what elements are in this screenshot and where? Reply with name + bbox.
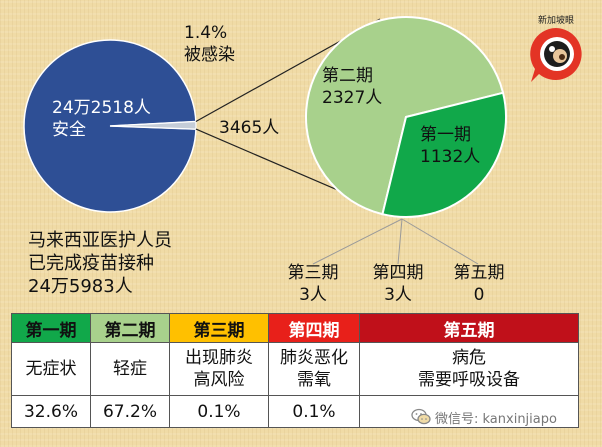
percent-stage5 bbox=[359, 395, 579, 428]
pie-slice-infected bbox=[109, 120, 197, 130]
stage4-name: 第四期 bbox=[372, 263, 424, 283]
leader-stage5 bbox=[401, 218, 479, 265]
leader-stage4 bbox=[397, 218, 403, 265]
percent-stage2: 67.2% bbox=[90, 395, 170, 428]
caption-line-3: 24万5983人 bbox=[28, 276, 133, 297]
header-stage5: 第五期 bbox=[359, 313, 579, 343]
wechat-watermark: 微信号: kanxinjiapo bbox=[411, 406, 557, 428]
symptom-stage4: 肺炎恶化 需氧 bbox=[268, 342, 360, 396]
stage1-count: 1132人 bbox=[420, 147, 481, 167]
stage1-name: 第一期 bbox=[420, 125, 471, 145]
symptom-stage3: 出现肺炎 高风险 bbox=[169, 342, 269, 396]
stage5-count: 0 bbox=[473, 285, 485, 305]
pie-slice-stage1 bbox=[381, 91, 507, 218]
stage4-slice-label: 第四期 3人 bbox=[368, 262, 428, 306]
table-symptom-row: 无症状 轻症 出现肺炎 高风险 肺炎恶化 需氧 病危 需要呼吸设备 bbox=[11, 342, 579, 396]
safe-slice-label: 24万2518人 安全 bbox=[52, 97, 151, 141]
left-pie-chart bbox=[23, 39, 197, 213]
header-stage3: 第三期 bbox=[169, 313, 269, 343]
stage3-name: 第三期 bbox=[287, 263, 339, 283]
table-header-row: 第一期 第二期 第三期 第四期 第五期 bbox=[11, 313, 579, 343]
logo-text: 新加坡眼 bbox=[538, 14, 574, 26]
infected-percent-label: 1.4% 被感染 bbox=[184, 22, 235, 66]
safe-count: 24万2518人 bbox=[52, 98, 151, 118]
symptom-stage1: 无症状 bbox=[11, 342, 91, 396]
infected-slice-label: 3465人 bbox=[219, 118, 280, 138]
small-slice-leaders bbox=[312, 218, 479, 265]
right-pie-chart bbox=[305, 16, 507, 218]
symptom-stage5: 病危 需要呼吸设备 bbox=[359, 342, 579, 396]
caption-line-2: 已完成疫苗接种 bbox=[28, 253, 154, 274]
stage-table: 第一期 第二期 第三期 第四期 第五期 无症状 轻症 出现肺炎 高风险 肺炎恶化需… bbox=[11, 313, 579, 428]
pie-slice-stage2 bbox=[305, 16, 505, 216]
stage3-slice-label: 第三期 3人 bbox=[283, 262, 343, 306]
percent-stage3: 0.1% bbox=[169, 395, 269, 428]
stage4-count: 3人 bbox=[384, 285, 412, 305]
symptom-stage2: 轻症 bbox=[90, 342, 170, 396]
eye-magnifier-logo-icon: 新加坡眼 bbox=[530, 14, 582, 82]
stage1-slice-label: 第一期 1132人 bbox=[420, 124, 480, 168]
header-stage2: 第二期 bbox=[90, 313, 170, 343]
stage5-name: 第五期 bbox=[453, 263, 505, 283]
infected-percent: 1.4% bbox=[184, 23, 228, 43]
safe-text: 安全 bbox=[52, 120, 86, 140]
stage5-slice-label: 第五期 0 bbox=[449, 262, 509, 306]
stage2-name: 第二期 bbox=[322, 66, 373, 86]
infected-text: 被感染 bbox=[184, 45, 235, 65]
table-percent-row: 32.6% 67.2% 0.1% 0.1% bbox=[11, 395, 579, 428]
header-stage4: 第四期 bbox=[268, 313, 360, 343]
caption-line-1: 马来西亚医护人员 bbox=[28, 230, 172, 251]
percent-stage1: 32.6% bbox=[11, 395, 91, 428]
wechat-id: 微信号: kanxinjiapo bbox=[435, 411, 557, 427]
percent-stage4: 0.1% bbox=[268, 395, 360, 428]
stage2-slice-label: 第二期 2327人 bbox=[322, 65, 382, 109]
wechat-icon bbox=[411, 408, 431, 425]
header-stage1: 第一期 bbox=[11, 313, 91, 343]
stage3-count: 3人 bbox=[299, 285, 327, 305]
leader-stage3 bbox=[312, 218, 403, 265]
stage2-count: 2327人 bbox=[322, 88, 383, 108]
pie-caption: 马来西亚医护人员 已完成疫苗接种 24万5983人 bbox=[28, 229, 172, 298]
